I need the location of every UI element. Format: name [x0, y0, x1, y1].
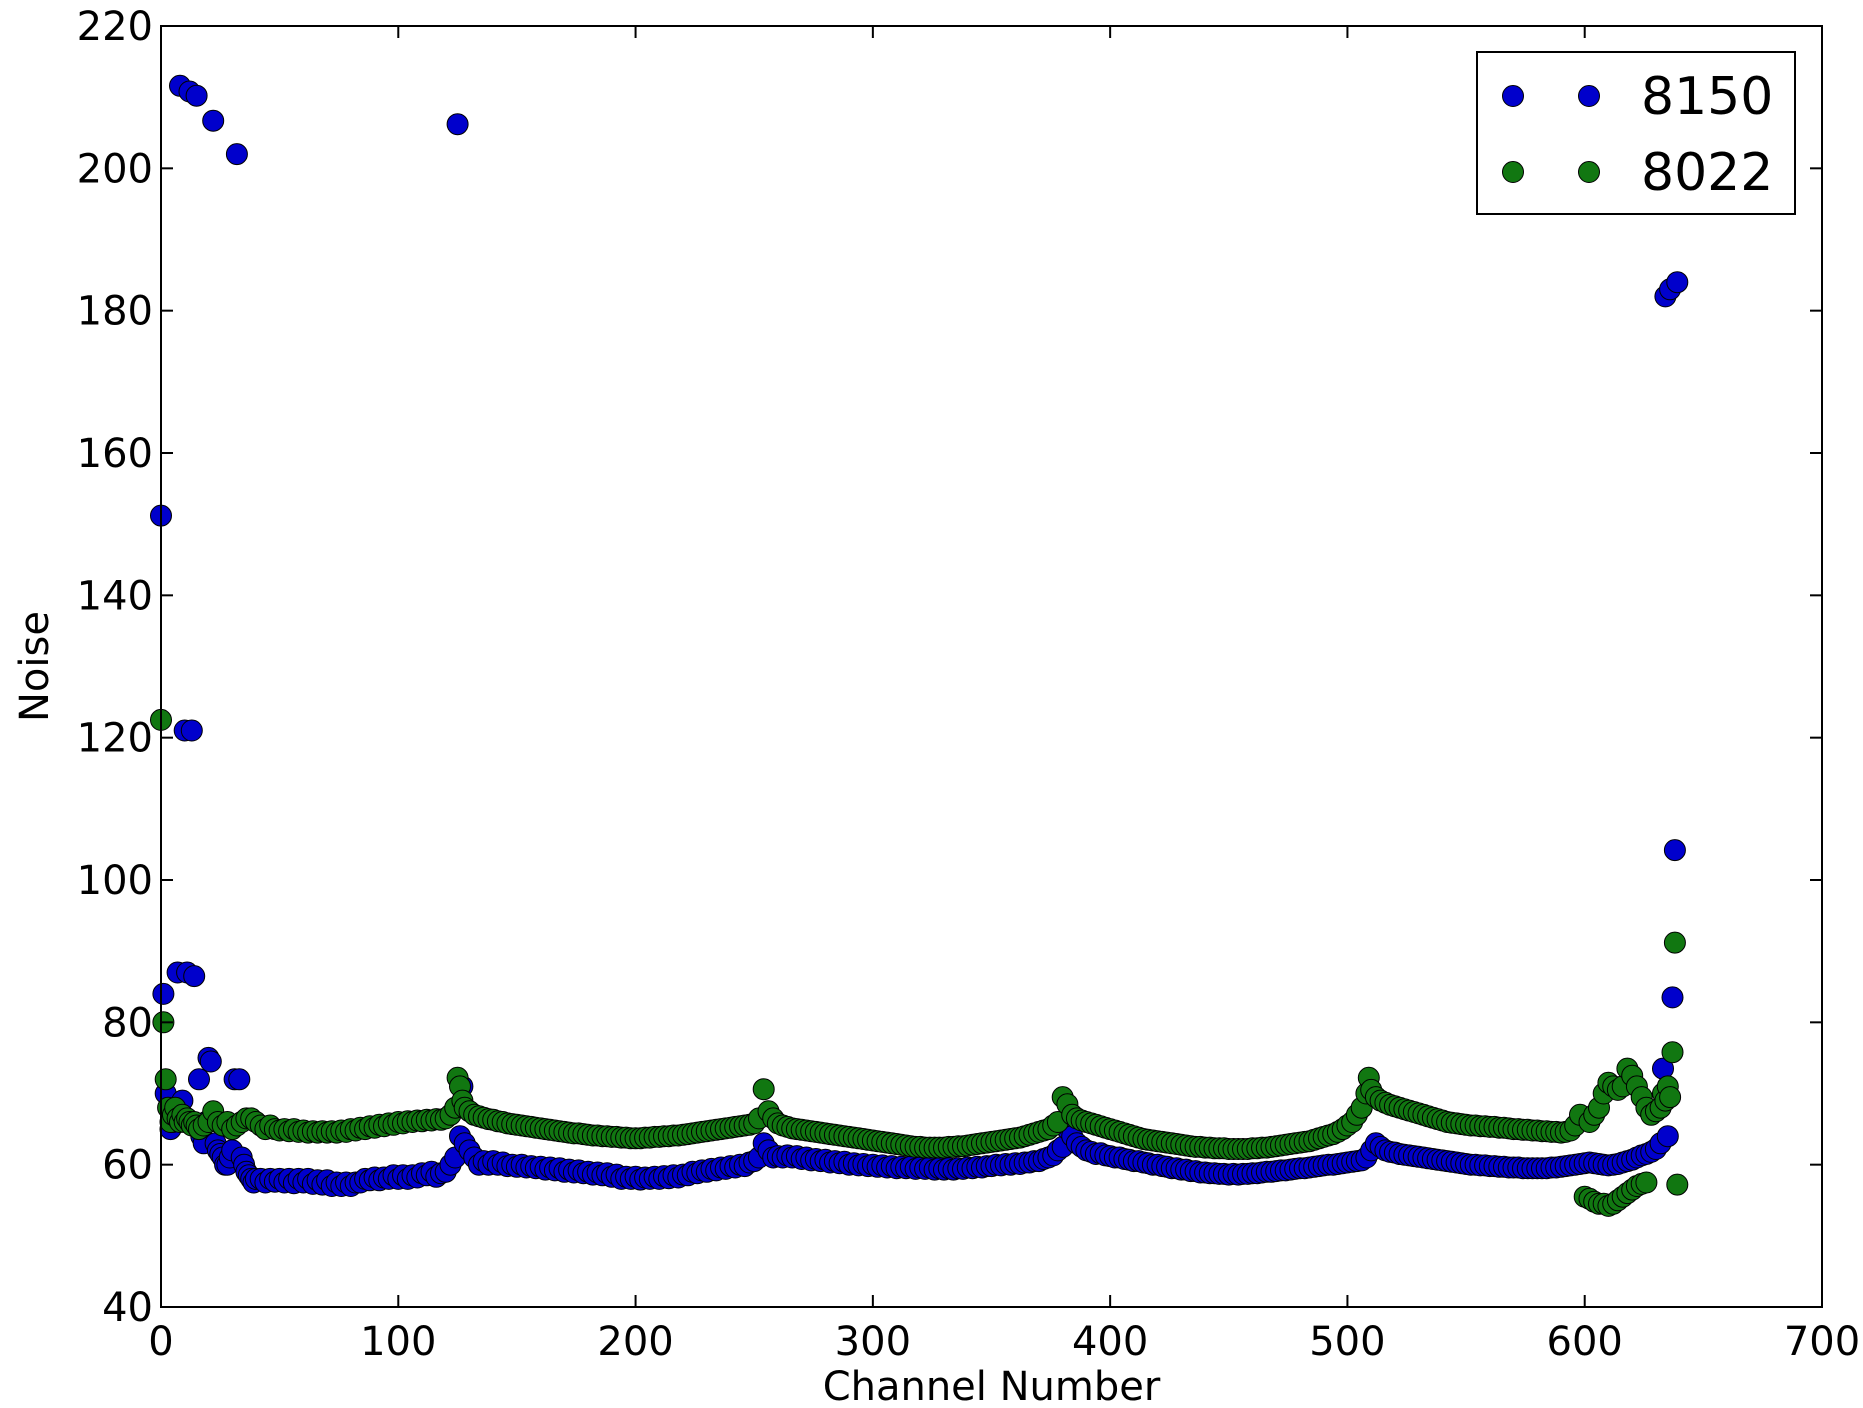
y-tick-label: 140	[77, 573, 153, 619]
x-tick-label: 200	[597, 1319, 673, 1365]
series-8022-point	[154, 1068, 177, 1091]
series-8022-point	[1666, 1173, 1689, 1196]
series-8150-point	[225, 143, 248, 166]
x-tick-label: 600	[1547, 1319, 1623, 1365]
ticks-layer: 0 100 200 300 400 500 600 700 40 60 80 100 120 140 160…	[77, 4, 1861, 1365]
series-8150-point	[1661, 986, 1684, 1009]
legend-label: 8150	[1641, 67, 1773, 127]
y-axis-label: Noise	[12, 611, 58, 722]
series-8150-point	[188, 1068, 210, 1091]
series-8022-point	[1663, 931, 1686, 954]
y-tick-label: 220	[77, 4, 153, 50]
y-tick-label: 40	[102, 1285, 153, 1331]
series-8150-point	[1666, 271, 1689, 294]
x-tick-label: 100	[360, 1319, 436, 1365]
x-tick-label: 400	[1072, 1319, 1148, 1365]
series-8022-point	[752, 1078, 775, 1101]
legend-marker	[1578, 85, 1600, 107]
legend: 8150 8022	[1476, 51, 1796, 215]
legend-marker	[1578, 161, 1600, 183]
x-tick-label: 0	[148, 1319, 173, 1365]
series-8150-point	[152, 982, 175, 1005]
legend-marker	[1502, 161, 1524, 183]
x-tick-label: 700	[1784, 1319, 1860, 1365]
plot-frame	[160, 25, 1823, 1308]
x-tick-label: 500	[1309, 1319, 1385, 1365]
y-tick-label: 160	[77, 431, 153, 477]
x-axis-label: Channel Number	[823, 1364, 1161, 1408]
series-8150-point	[446, 113, 469, 136]
legend-box	[1476, 51, 1796, 215]
series-8150-point	[185, 84, 208, 107]
y-tick-label: 60	[102, 1143, 153, 1189]
series-8022-point	[1659, 1086, 1682, 1109]
y-tick-label: 180	[77, 289, 153, 335]
legend-label: 8022	[1641, 143, 1773, 203]
series-8150-point	[1663, 839, 1686, 862]
y-tick-label: 200	[77, 146, 153, 192]
series-8022-point	[1635, 1171, 1658, 1194]
plot-background	[161, 26, 1822, 1307]
series-8150-point	[202, 109, 225, 132]
series-8150-point	[183, 965, 206, 988]
series-8150-point	[199, 1050, 222, 1073]
series-8150-point	[228, 1068, 251, 1091]
series-8150-point	[180, 719, 203, 742]
y-tick-label: 100	[77, 858, 153, 904]
series-8150-point	[1656, 1125, 1679, 1148]
y-tick-label: 120	[77, 716, 153, 762]
legend-marker	[1502, 85, 1524, 107]
y-tick-label: 80	[102, 1000, 153, 1046]
series-8022-point	[1661, 1041, 1684, 1064]
points-layer	[150, 74, 1689, 1217]
x-tick-label: 300	[835, 1319, 911, 1365]
